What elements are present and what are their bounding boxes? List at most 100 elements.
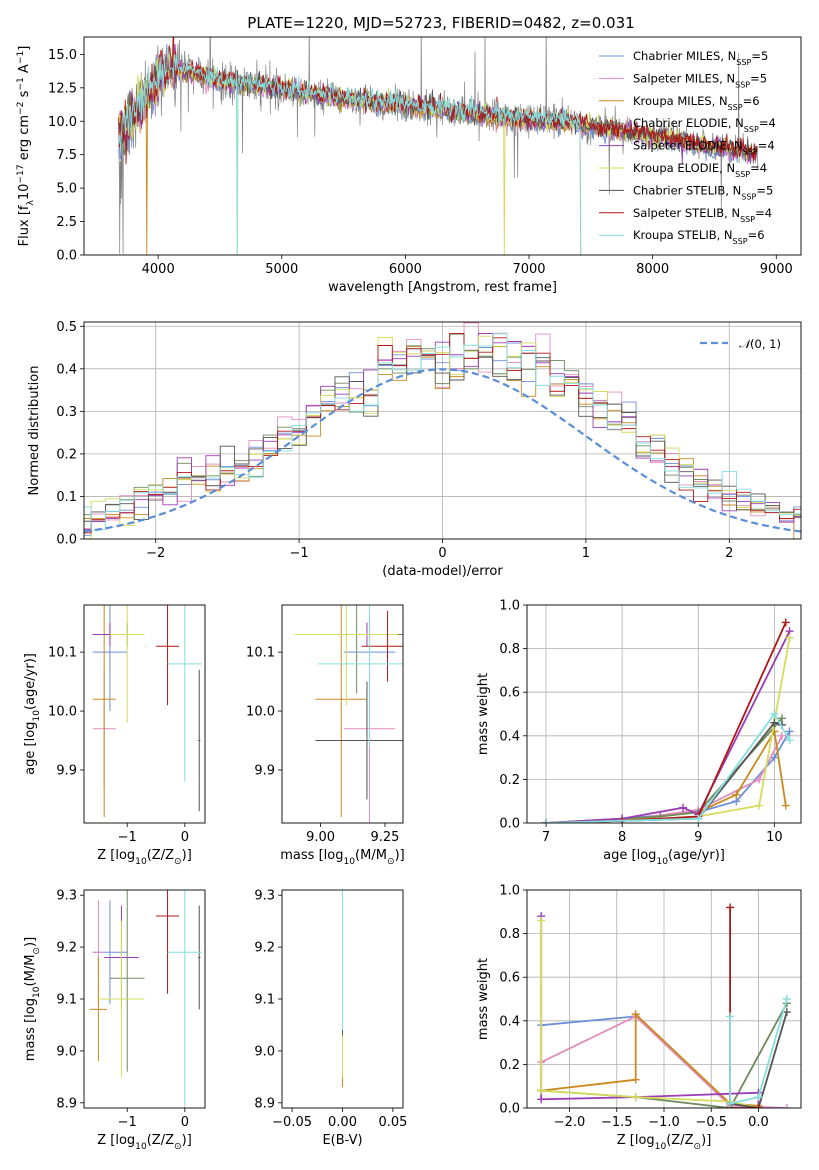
- panel-spectrum: 4000 5000 6000 7000 8000 9000 0.0 2.5 5.0 7.5 10.0…: [16, 36, 802, 295]
- x-tick-label: 0: [181, 1115, 189, 1130]
- legend-entry-4: Salpeter ELODIE, NSSP=4: [633, 139, 775, 157]
- axes-frame: [83, 889, 206, 1109]
- y-axis-label: Normed distribution: [27, 366, 42, 496]
- weight-line-8: [729, 998, 788, 1105]
- y-tick-label: 0.8: [499, 642, 520, 657]
- x-tick-label: 9: [694, 830, 702, 845]
- x-axis-label: (data-model)/error: [382, 564, 503, 579]
- weight-marker-4: [537, 1095, 546, 1104]
- y-tick-label: 10.0: [246, 705, 275, 720]
- x-tick-label: 2: [725, 546, 733, 561]
- y-tick-label: 5.0: [56, 182, 77, 197]
- y-tick-label: 10.0: [48, 705, 77, 720]
- y-tick-label: 10.1: [246, 646, 275, 661]
- weight-marker-6: [782, 1008, 791, 1017]
- y-tick-label: 0.5: [56, 320, 77, 335]
- legend-entry-0: Chabrier MILES, NSSP=5: [633, 49, 768, 67]
- panel-weight-vs-Z: −2.0 −1.5 −1.0 −0.5 0.0 0.0 0.2 0.4 0.6 0.8 1.0 Z […: [476, 884, 802, 1152]
- legend-entry-8: Kroupa STELIB, NSSP=6: [633, 228, 765, 246]
- y-tick-label: 10.0: [48, 115, 77, 130]
- axes-frame: [83, 321, 802, 540]
- normal-curve: [84, 368, 801, 533]
- y-tick-label: 2.5: [56, 215, 77, 230]
- weight-marker-5: [785, 633, 794, 642]
- weight-line-8: [545, 712, 791, 823]
- y-tick-label: 9.9: [56, 763, 77, 778]
- weight-marker-5: [537, 916, 546, 925]
- y-tick-label: 9.1: [56, 993, 77, 1008]
- y-tick-label: 0.4: [56, 362, 77, 377]
- weight-line-7: [545, 622, 787, 823]
- y-tick-label: 1.0: [499, 599, 520, 614]
- histogram-series-8: [84, 333, 801, 531]
- axes-frame: [281, 889, 404, 1109]
- x-tick-label: 0.0: [748, 1115, 769, 1130]
- legend-spectrum: Chabrier MILES, NSSP=5 Salpeter MILES, NS…: [599, 49, 776, 246]
- x-axis-label: age [log10(age/yr)]: [603, 848, 725, 867]
- x-tick-label: −1: [118, 1115, 137, 1130]
- x-tick-label: −0.05: [272, 1115, 312, 1130]
- x-tick-label: 8000: [636, 262, 669, 277]
- weight-marker-8: [726, 1099, 735, 1108]
- y-tick-label: 0.6: [499, 686, 520, 701]
- y-tick-label: 0.0: [499, 1102, 520, 1117]
- x-axis-label: mass [log10(M/M⊙)]: [280, 848, 404, 867]
- y-tick-label: 15.0: [48, 48, 77, 63]
- weight-marker-7: [726, 903, 735, 912]
- x-tick-label: 0: [181, 830, 189, 845]
- weight-marker-2: [631, 1075, 640, 1084]
- y-tick-label: 0.6: [499, 971, 520, 986]
- y-tick-label: 9.0: [254, 1044, 275, 1059]
- y-axis-label: age [log10(age/yr)]: [23, 653, 42, 775]
- weight-marker-2: [732, 790, 741, 799]
- weight-line-4: [540, 916, 760, 1108]
- x-tick-label: −1: [118, 830, 137, 845]
- y-axis-label: Flux [fλ10−17 erg cm−2 s−1 A−1]: [16, 46, 36, 247]
- weight-marker-6: [770, 718, 779, 727]
- weight-marker-5: [755, 801, 764, 810]
- x-tick-label: 9.25: [371, 830, 400, 845]
- y-tick-label: 10.1: [48, 646, 77, 661]
- histogram-series-4: [84, 333, 801, 530]
- plot-area-weight-vs-Z: [527, 890, 801, 1108]
- panel-weight-vs-age: 7 8 9 10 0.0 0.2 0.4 0.6 0.8 1.0 age [log10(age/yr…: [476, 599, 802, 867]
- x-tick-label: 1: [582, 546, 590, 561]
- weight-marker-8: [542, 819, 551, 823]
- y-tick-label: 9.3: [56, 889, 77, 904]
- legend-entry-6: Chabrier STELIB, NSSP=5: [633, 183, 773, 201]
- y-tick-label: 9.0: [56, 1044, 77, 1059]
- y-tick-label: 0.0: [56, 533, 77, 548]
- model-line-series-7: [118, 37, 758, 165]
- x-tick-label: −1.5: [601, 1115, 633, 1130]
- weight-marker-8: [726, 1012, 735, 1021]
- weight-line-7: [729, 907, 759, 1108]
- weight-marker-5: [537, 1086, 546, 1095]
- x-tick-label: −2: [146, 546, 165, 561]
- weight-marker-0: [785, 727, 794, 736]
- legend-entry-3: Chabrier ELODIE, NSSP=4: [633, 116, 776, 134]
- y-tick-label: 0.8: [499, 927, 520, 942]
- y-tick-label: 1.0: [499, 884, 520, 899]
- y-tick-label: 0.3: [56, 405, 77, 420]
- x-tick-label: −2.0: [554, 1115, 586, 1130]
- y-tick-label: 0.4: [499, 729, 520, 744]
- legend-normal: 𝒩(0, 1): [739, 337, 781, 351]
- plot-area-age-vs-Z: [92, 605, 203, 818]
- y-tick-label: 0.0: [499, 817, 520, 832]
- y-tick-label: 9.1: [254, 993, 275, 1008]
- weight-marker-8: [754, 1093, 763, 1102]
- weight-line-2: [545, 728, 787, 823]
- x-tick-label: 0: [438, 546, 446, 561]
- histogram-series-2: [84, 346, 801, 539]
- y-tick-label: 8.9: [254, 1096, 275, 1111]
- y-tick-label: 0.2: [499, 773, 520, 788]
- y-tick-label: 0.4: [499, 1014, 520, 1029]
- weight-marker-2: [631, 1010, 640, 1019]
- weight-line-0: [545, 730, 791, 823]
- plot-area-mass-vs-Z: [89, 890, 203, 1108]
- panel-mass-vs-Z: −1 0 8.9 9.0 9.1 9.2 9.3 Z [log10(Z/Z⊙)] mass [l…: [23, 889, 206, 1152]
- x-tick-label: 4000: [142, 262, 175, 277]
- weight-marker-8: [770, 710, 779, 718]
- y-tick-label: 9.2: [56, 941, 77, 956]
